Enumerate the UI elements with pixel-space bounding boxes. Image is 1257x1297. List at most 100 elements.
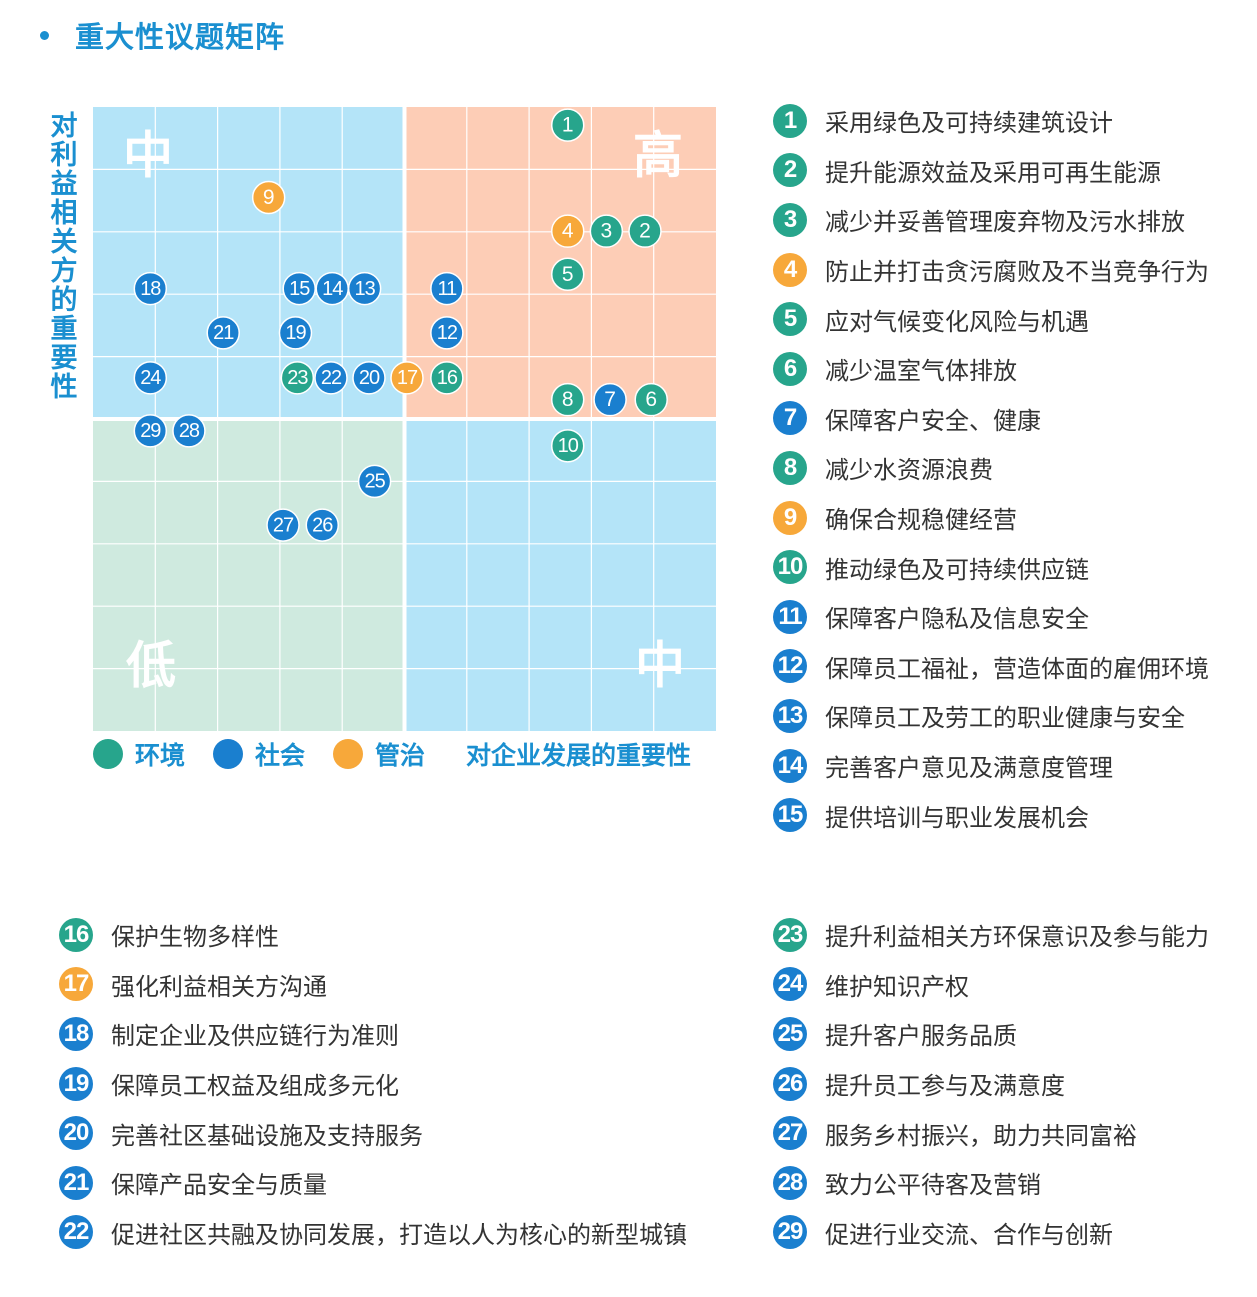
issue-item: 29 促进行业交流、合作与创新 (773, 1208, 1209, 1258)
legend-label: 社会 (255, 742, 306, 770)
issue-text: 促进行业交流、合作与创新 (825, 1221, 1113, 1249)
issue-number-badge: 20 (59, 1116, 93, 1151)
legend-env-dot-icon (93, 739, 123, 769)
issue-number-badge: 23 (773, 917, 807, 952)
chart-point-12 (430, 316, 464, 350)
chart-point-label: 3 (601, 220, 613, 243)
chart-x-axis-label: 对企业发展的重要性 (466, 742, 692, 770)
quadrant-label: 低 (126, 637, 176, 695)
bullet-icon (40, 30, 49, 40)
chart-point-label: 17 (397, 367, 418, 389)
chart-point-label: 24 (140, 367, 161, 389)
issue-number-badge: 21 (59, 1165, 93, 1200)
issue-item: 27 服务乡村振兴，助力共同富裕 (773, 1108, 1209, 1158)
issue-item: 14 完善客户意见及满意度管理 (773, 741, 1209, 791)
chart-point-28 (172, 414, 206, 448)
issue-item: 25 提升客户服务品质 (773, 1009, 1209, 1059)
issue-item: 19 保障员工权益及组成多元化 (59, 1059, 687, 1109)
quadrant-bottom-left (93, 419, 405, 731)
issue-list-secondary-left: 16 保护生物多样性 17 强化利益相关方沟通 18 制定企业及供应链行为准则 19 保障员工… (59, 910, 687, 1257)
quadrant-label: 中 (635, 637, 685, 695)
chart-point-label: 5 (562, 263, 574, 286)
chart-point-label: 21 (213, 322, 234, 344)
issue-item: 21 保障产品安全与质量 (59, 1158, 687, 1208)
issue-number-badge: 12 (773, 649, 807, 684)
legend-social-dot-icon (213, 739, 244, 769)
legend-label: 环境 (135, 742, 186, 770)
chart-point-16 (430, 361, 464, 395)
chart-point-label: 6 (645, 388, 657, 411)
chart-point-26 (305, 508, 340, 542)
chart-point-15 (282, 271, 316, 306)
issue-text: 保障客户隐私及信息安全 (825, 606, 1089, 634)
chart-point-29 (133, 414, 168, 448)
chart-point-label: 27 (273, 514, 294, 536)
issue-text: 采用绿色及可持续建筑设计 (825, 110, 1113, 138)
issue-text: 减少水资源浪费 (825, 457, 993, 485)
issue-number-badge: 22 (59, 1215, 93, 1250)
issue-number-badge: 1 (773, 103, 807, 138)
chart-point-label: 26 (312, 514, 333, 536)
chart-point-label: 16 (437, 367, 458, 389)
chart-point-9 (251, 180, 286, 215)
issue-number-badge: 16 (59, 917, 93, 952)
chart-point-label: 29 (140, 420, 161, 442)
issue-text: 保障员工及劳工的职业健康与安全 (825, 705, 1185, 733)
issue-list-primary: 1 采用绿色及可持续建筑设计 2 提升能源效益及采用可再生能源 3 减少并妥善管理废弃物及… (773, 96, 1209, 840)
issue-item: 15 提供培训与职业发展机会 (773, 790, 1209, 840)
issue-item: 7 保障客户安全、健康 (773, 394, 1209, 444)
issue-item: 24 维护知识产权 (773, 960, 1209, 1010)
issue-item: 17 强化利益相关方沟通 (59, 960, 687, 1010)
issue-number-badge: 11 (773, 599, 807, 634)
issue-number-badge: 26 (773, 1066, 807, 1101)
issue-text: 减少温室气体排放 (825, 358, 1017, 386)
chart-point-label: 20 (359, 367, 380, 389)
chart-point-label: 12 (437, 322, 458, 344)
chart-y-axis-label: 对利益相关方的重要性 (50, 111, 78, 402)
issue-item: 6 减少温室气体排放 (773, 344, 1209, 394)
legend-item-social: 社会 (213, 736, 305, 772)
chart-point-label: 4 (562, 220, 574, 243)
materiality-matrix: 中高低 中123456789101112131415161718192021222… (93, 107, 716, 731)
issue-text: 制定企业及供应链行为准则 (111, 1023, 399, 1051)
issue-text: 完善社区基础设施及支持服务 (111, 1122, 423, 1150)
issue-number-badge: 10 (773, 550, 807, 585)
chart-point-19 (278, 316, 313, 350)
chart-point-label: 1 (562, 114, 574, 137)
issue-number-badge: 29 (773, 1215, 807, 1250)
chart-point-label: 18 (140, 278, 161, 300)
issue-text: 致力公平待客及营销 (825, 1172, 1041, 1200)
chart-point-label: 15 (289, 278, 310, 300)
chart-point-23 (280, 361, 315, 395)
chart-point-3 (589, 214, 624, 248)
quadrant-label: 高 (633, 127, 683, 185)
issue-text: 促进社区共融及协同发展，打造以人为核心的新型城镇 (111, 1221, 687, 1249)
issue-number-badge: 3 (773, 202, 807, 237)
chart-point-label: 23 (287, 367, 308, 389)
issue-number-badge: 4 (773, 252, 807, 287)
issue-text: 提升能源效益及采用可再生能源 (825, 159, 1161, 187)
issue-text: 维护知识产权 (825, 973, 969, 1001)
issue-number-badge: 9 (773, 500, 807, 535)
chart-point-label: 7 (604, 388, 616, 411)
chart-point-24 (133, 361, 168, 395)
issue-number-badge: 15 (773, 798, 807, 833)
chart-point-21 (206, 316, 240, 350)
chart-point-1 (550, 108, 585, 142)
legend-label: 管治 (375, 742, 426, 770)
issue-item: 18 制定企业及供应链行为准则 (59, 1009, 687, 1059)
issue-item: 2 提升能源效益及采用可再生能源 (773, 146, 1209, 196)
issue-item: 28 致力公平待客及营销 (773, 1158, 1209, 1208)
chart-point-14 (315, 271, 349, 306)
issue-number-badge: 5 (773, 302, 807, 337)
issue-number-badge: 19 (59, 1066, 93, 1101)
quadrant-label: 中 (123, 127, 173, 185)
issue-number-badge: 2 (773, 153, 807, 188)
chart-point-label: 14 (322, 278, 343, 300)
chart-point-4 (550, 214, 585, 248)
issue-item: 9 确保合规稳健经营 (773, 493, 1209, 543)
issue-item: 11 保障客户隐私及信息安全 (773, 592, 1209, 642)
issue-number-badge: 17 (59, 967, 93, 1002)
chart-point-label: 11 (437, 278, 457, 300)
issue-text: 服务乡村振兴，助力共同富裕 (825, 1122, 1137, 1150)
